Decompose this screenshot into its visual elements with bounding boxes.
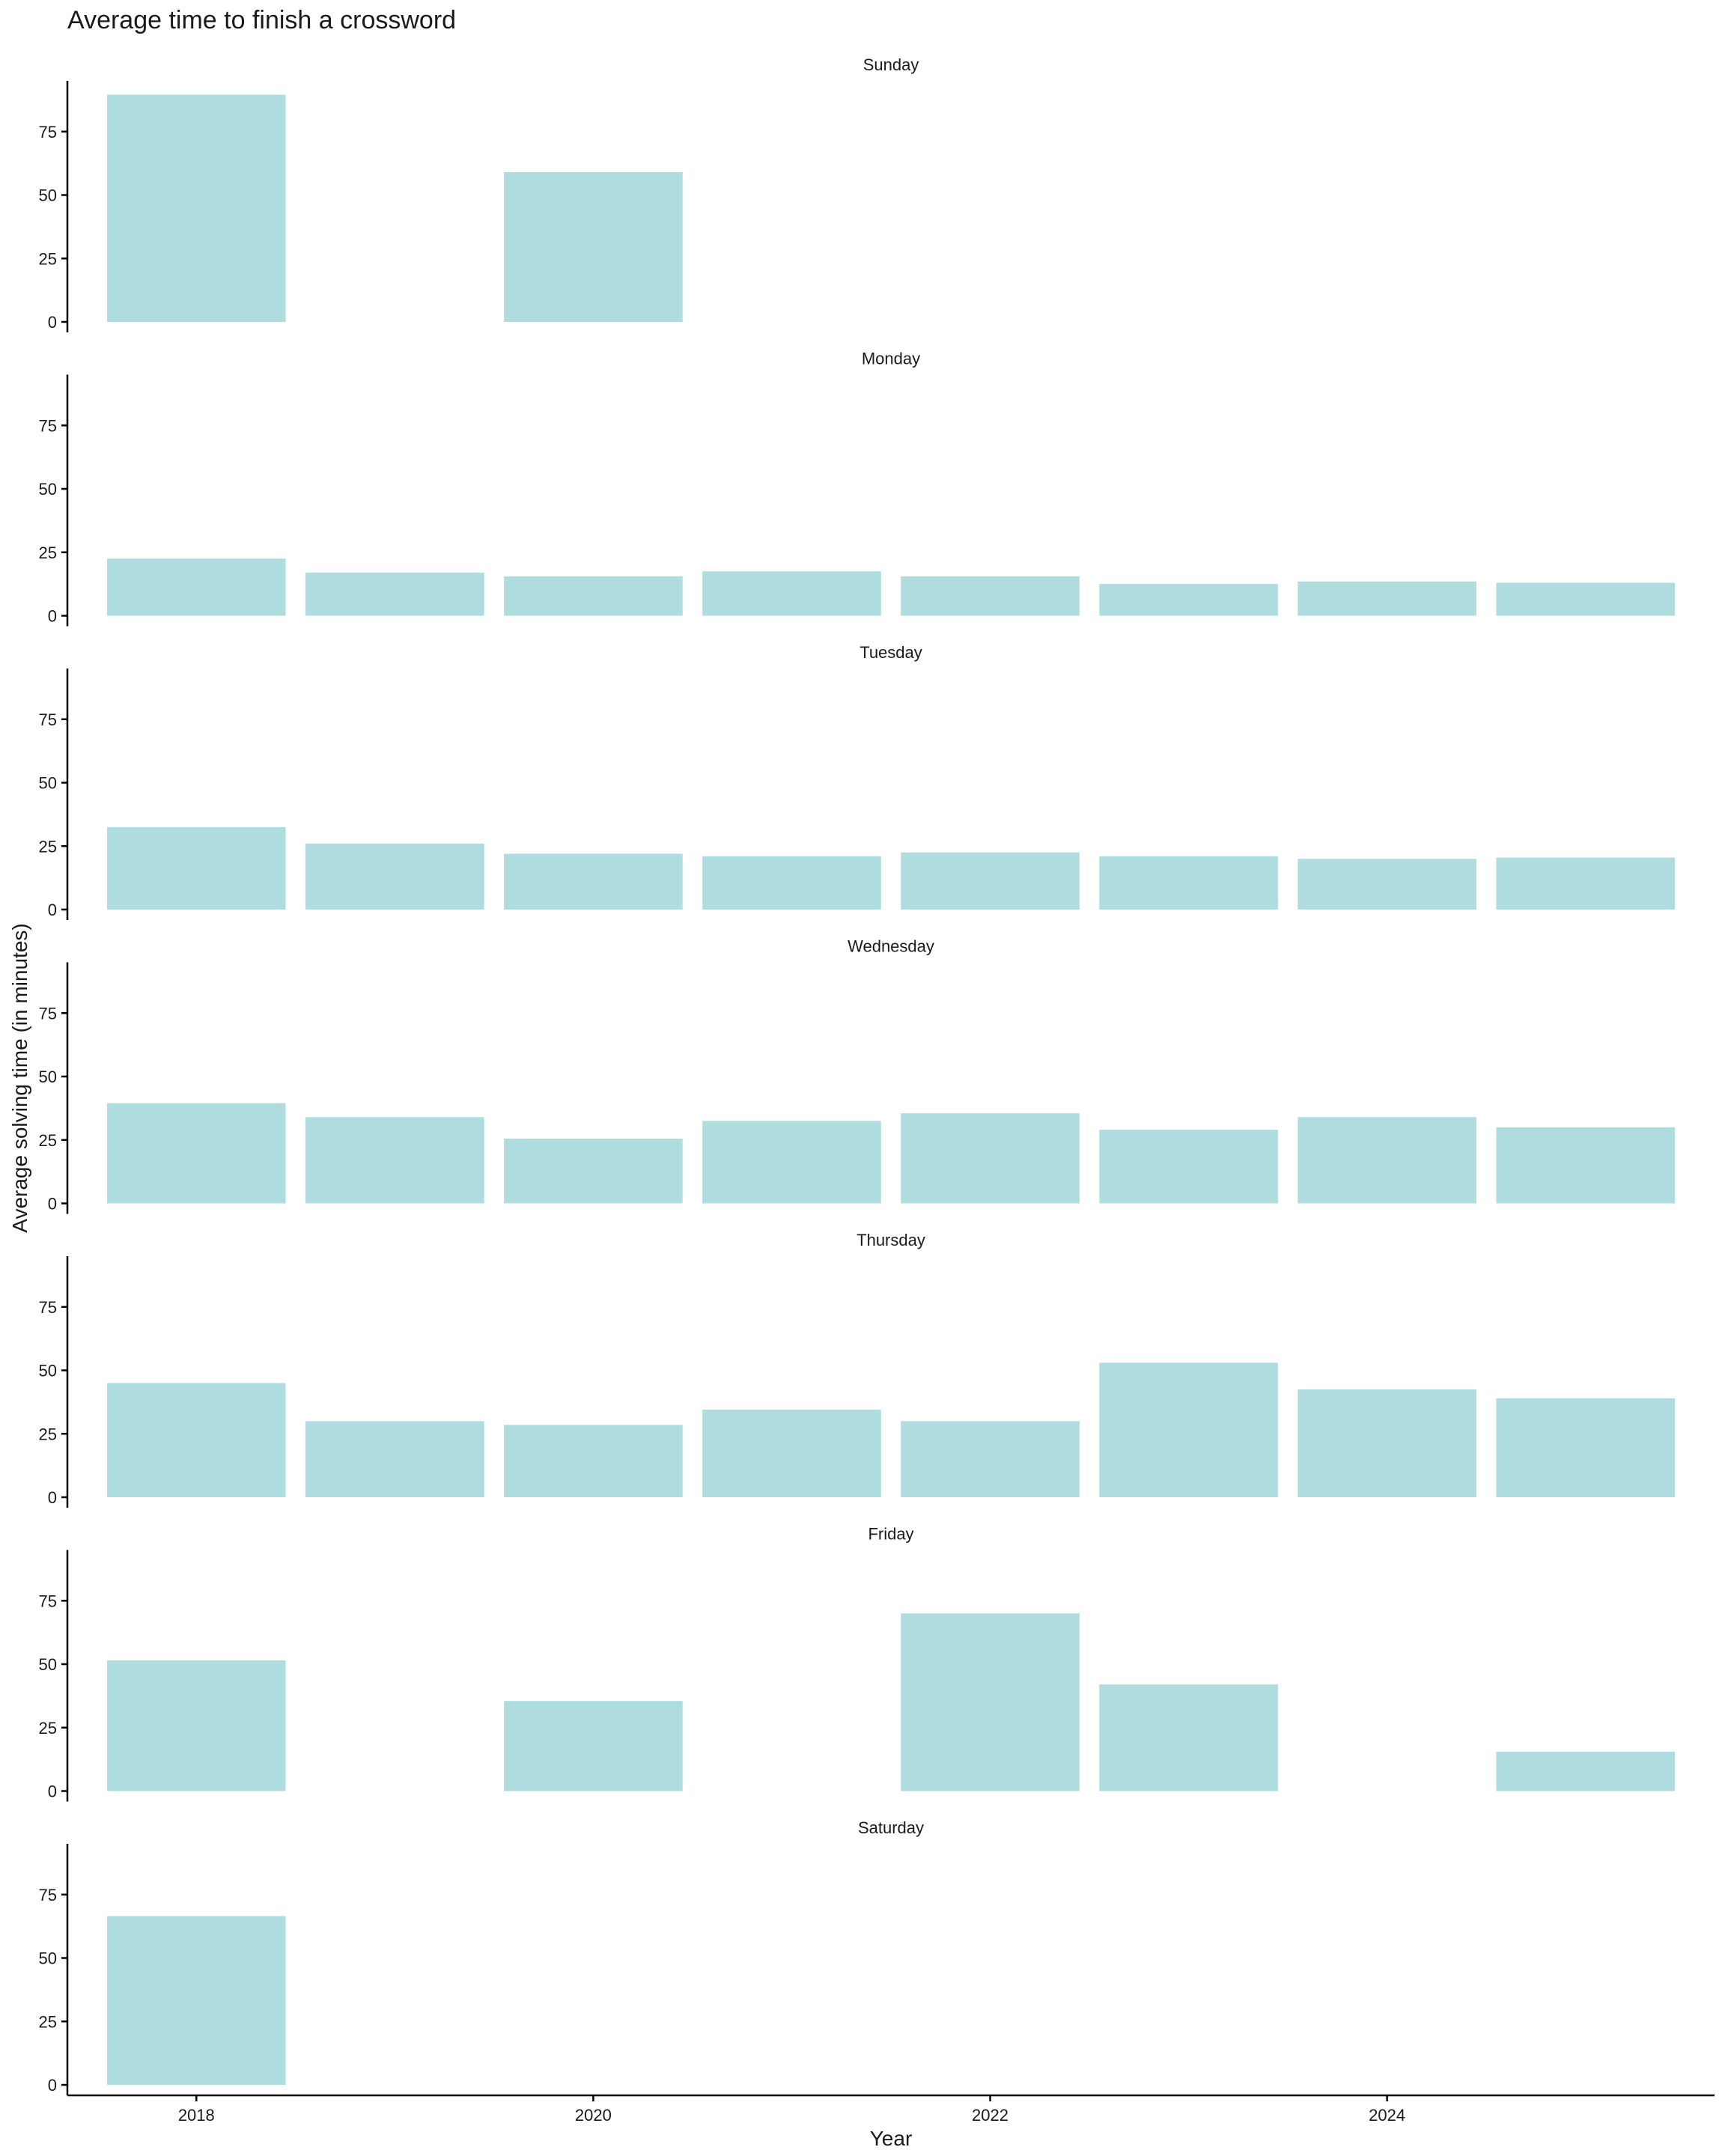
y-tick-label: 50 xyxy=(39,1362,57,1380)
bar xyxy=(504,853,683,910)
facet-strip-label: Monday xyxy=(862,350,920,368)
y-tick-label: 75 xyxy=(39,123,57,141)
bar xyxy=(305,843,484,910)
facet-sunday: Sunday 0 25 50 75 xyxy=(39,55,919,332)
bar xyxy=(107,826,286,910)
bar xyxy=(305,1421,484,1497)
bar xyxy=(107,558,286,616)
y-tick-label: 0 xyxy=(48,607,57,626)
facet-strip-label: Friday xyxy=(868,1525,913,1544)
bar xyxy=(107,1660,286,1791)
facet-monday: Monday 0 25 50 75 xyxy=(39,350,1675,627)
facet-panels: Sunday 0 25 50 75 Monday 0 25 50 75 Tuesday 0 25 50 75… xyxy=(39,55,1675,2095)
y-tick-label: 0 xyxy=(48,313,57,332)
bar xyxy=(107,1103,286,1204)
bar xyxy=(901,852,1080,910)
x-axis-title: Year xyxy=(870,2127,913,2150)
bar xyxy=(1099,1362,1278,1497)
bar xyxy=(1496,1398,1675,1497)
facet-tuesday: Tuesday 0 25 50 75 xyxy=(39,643,1675,920)
x-axis: 2018 2020 2022 2024 xyxy=(67,2094,1715,2125)
y-tick-label: 75 xyxy=(39,1592,57,1610)
y-tick-label: 50 xyxy=(39,1949,57,1968)
y-tick-label: 75 xyxy=(39,1298,57,1317)
x-tick-label: 2020 xyxy=(575,2106,612,2125)
bar xyxy=(504,1139,683,1204)
facet-friday: Friday 0 25 50 75 xyxy=(39,1525,1675,1802)
bar xyxy=(305,1117,484,1204)
bar xyxy=(107,94,286,323)
bar xyxy=(702,856,881,910)
bar xyxy=(107,1383,286,1497)
y-tick-label: 25 xyxy=(39,249,57,268)
y-tick-label: 75 xyxy=(39,416,57,435)
bar xyxy=(1297,1117,1476,1204)
bar xyxy=(901,576,1080,616)
bar xyxy=(1496,1751,1675,1791)
y-tick-label: 0 xyxy=(48,1782,57,1801)
y-tick-label: 0 xyxy=(48,1195,57,1213)
facet-thursday: Thursday 0 25 50 75 xyxy=(39,1231,1675,1508)
x-tick-label: 2022 xyxy=(972,2106,1008,2125)
bar xyxy=(1099,584,1278,616)
bar xyxy=(1099,1684,1278,1791)
facet-strip-label: Sunday xyxy=(863,55,919,74)
bar xyxy=(1496,1127,1675,1204)
bar xyxy=(504,1701,683,1791)
x-tick-label: 2024 xyxy=(1369,2106,1405,2125)
bar xyxy=(1099,1130,1278,1204)
facet-strip-label: Saturday xyxy=(858,1818,924,1837)
bar xyxy=(1297,581,1476,616)
facet-strip-label: Thursday xyxy=(857,1231,925,1249)
y-tick-label: 50 xyxy=(39,186,57,205)
facet-wednesday: Wednesday 0 25 50 75 xyxy=(39,937,1675,1214)
y-tick-label: 50 xyxy=(39,480,57,499)
bar xyxy=(305,572,484,616)
bar xyxy=(1297,859,1476,910)
y-tick-label: 50 xyxy=(39,1655,57,1674)
y-tick-label: 75 xyxy=(39,1886,57,1904)
y-tick-label: 25 xyxy=(39,837,57,856)
bar xyxy=(702,571,881,616)
bar xyxy=(1099,856,1278,910)
bar xyxy=(1297,1389,1476,1497)
y-tick-label: 0 xyxy=(48,2076,57,2095)
y-tick-label: 50 xyxy=(39,774,57,793)
y-tick-label: 75 xyxy=(39,710,57,729)
y-tick-label: 25 xyxy=(39,1719,57,1738)
bar xyxy=(901,1613,1080,1791)
bar xyxy=(504,1425,683,1497)
bar xyxy=(1496,582,1675,616)
y-tick-label: 25 xyxy=(39,1131,57,1150)
bar xyxy=(901,1113,1080,1204)
bar xyxy=(901,1421,1080,1497)
bar xyxy=(702,1121,881,1204)
chart-title: Average time to finish a crossword xyxy=(67,6,456,34)
facet-saturday: Saturday 0 25 50 75 xyxy=(39,1818,924,2095)
y-tick-label: 25 xyxy=(39,2012,57,2031)
bar xyxy=(702,1410,881,1497)
y-axis-title: Average solving time (in minutes) xyxy=(8,923,31,1232)
bar xyxy=(504,576,683,616)
facet-strip-label: Tuesday xyxy=(860,643,922,662)
x-tick-label: 2018 xyxy=(178,2106,215,2125)
bar xyxy=(107,1916,286,2085)
y-tick-label: 0 xyxy=(48,901,57,919)
facet-strip-label: Wednesday xyxy=(848,937,934,956)
bar xyxy=(1496,857,1675,910)
y-tick-label: 0 xyxy=(48,1488,57,1507)
y-tick-label: 75 xyxy=(39,1004,57,1023)
bar xyxy=(504,172,683,322)
y-tick-label: 50 xyxy=(39,1068,57,1086)
y-tick-label: 25 xyxy=(39,543,57,562)
y-tick-label: 25 xyxy=(39,1425,57,1443)
